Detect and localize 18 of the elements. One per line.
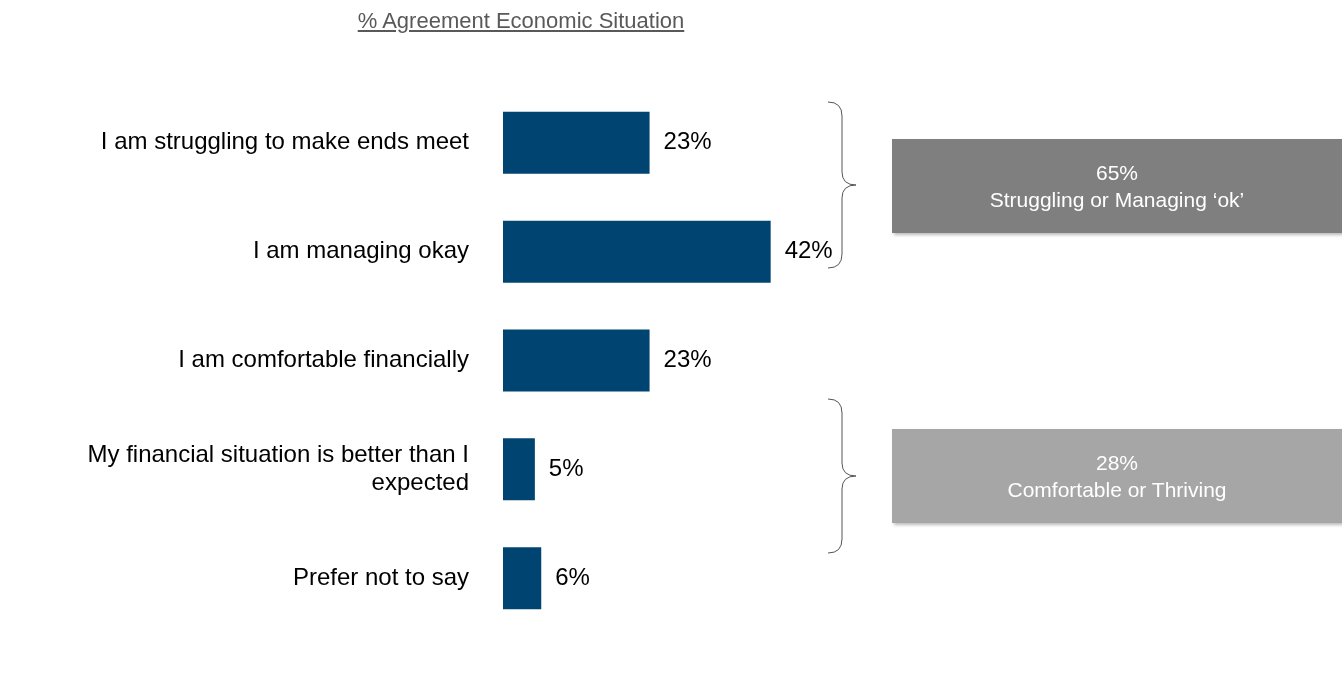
y-tick-label: I am struggling to make ends meet (100, 127, 470, 155)
chart-title: % Agreement Economic Situation (356, 8, 686, 34)
data-label: 5% (548, 453, 584, 481)
data-label: 23% (663, 127, 712, 155)
y-tick-label: I am managing okay (252, 236, 469, 264)
y-tick-label: Prefer not to say (292, 562, 469, 590)
bar (503, 329, 650, 392)
bar (503, 438, 535, 501)
y-tick-label: I am comfortable financially (178, 345, 469, 373)
data-label: 23% (663, 345, 712, 373)
text: 65% Struggling or Managing ‘ok’ (892, 139, 1342, 233)
data-label: 42% (784, 236, 833, 264)
bar (503, 547, 542, 610)
data-label: 6% (555, 562, 590, 590)
text: 28% Comfortable or Thriving (892, 429, 1342, 523)
bar (503, 111, 650, 174)
bar (503, 220, 771, 283)
y-tick-label: My financial situation is better than I expected (87, 439, 469, 496)
